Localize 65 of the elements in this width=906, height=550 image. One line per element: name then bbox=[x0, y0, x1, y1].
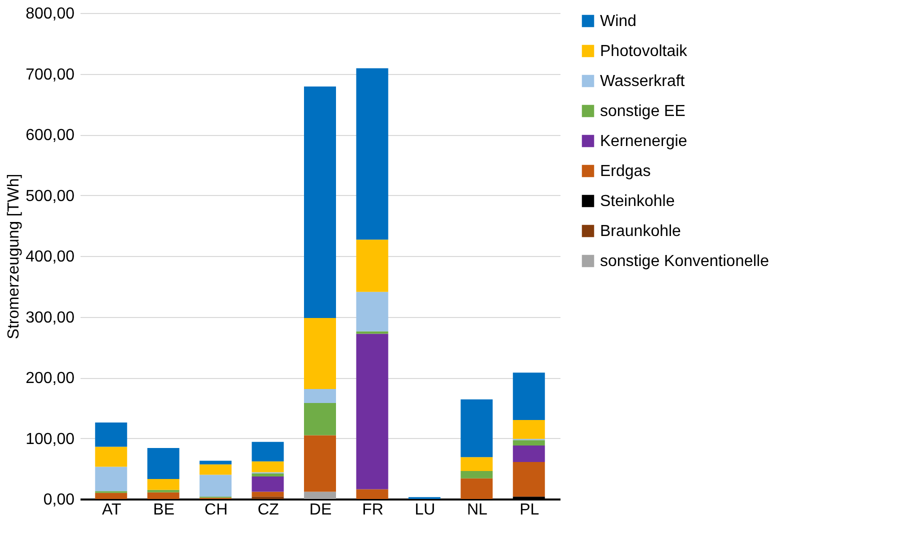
legend-label: Photovoltaik bbox=[600, 43, 688, 60]
y-tick-label: 500,00 bbox=[26, 188, 75, 205]
bar bbox=[200, 460, 232, 464]
bar bbox=[95, 492, 128, 499]
x-tick-label: AT bbox=[102, 502, 122, 518]
legend-label: sonstige Konventionelle bbox=[600, 253, 770, 270]
bar bbox=[356, 334, 388, 490]
bar bbox=[356, 292, 388, 332]
bar bbox=[95, 422, 128, 447]
legend-label: Kernenergie bbox=[600, 133, 688, 150]
bar bbox=[512, 372, 545, 420]
bar bbox=[252, 492, 284, 497]
bar bbox=[252, 442, 284, 462]
bar bbox=[304, 86, 336, 318]
bar bbox=[512, 420, 545, 439]
bar bbox=[460, 399, 493, 458]
legend-label: Steinkohle bbox=[600, 193, 675, 210]
x-tick-label: BE bbox=[153, 502, 175, 518]
y-tick-label: 100,00 bbox=[26, 430, 75, 448]
x-tick-label: DE bbox=[309, 502, 332, 518]
legend-label: sonstige EE bbox=[600, 103, 686, 120]
bar bbox=[304, 435, 336, 492]
bar bbox=[95, 446, 128, 467]
bar bbox=[95, 466, 128, 492]
bar bbox=[304, 492, 336, 499]
bar bbox=[304, 318, 336, 390]
x-tick-label: CH bbox=[204, 502, 228, 518]
x-tick-label: PL bbox=[520, 502, 540, 518]
bar bbox=[147, 478, 180, 490]
bar bbox=[200, 474, 232, 497]
y-tick-label: 0,00 bbox=[43, 492, 75, 508]
x-tick-label: LU bbox=[414, 502, 436, 518]
x-tick-label: CZ bbox=[258, 502, 280, 518]
bar bbox=[356, 240, 388, 292]
bar bbox=[460, 478, 493, 499]
bar bbox=[356, 489, 388, 499]
bar bbox=[304, 403, 336, 436]
bar bbox=[460, 471, 493, 478]
bar bbox=[200, 464, 232, 475]
bar bbox=[356, 68, 388, 240]
bar bbox=[147, 448, 180, 479]
bar bbox=[147, 490, 180, 492]
y-axis-title: Stromerzeugung [TWh] bbox=[6, 174, 23, 340]
x-tick-label: NL bbox=[466, 502, 488, 518]
bar bbox=[512, 446, 545, 462]
y-tick-label: 300,00 bbox=[26, 309, 75, 326]
bar bbox=[356, 331, 388, 334]
legend-label: Wind bbox=[600, 13, 636, 30]
bar bbox=[304, 389, 336, 404]
bar bbox=[460, 457, 493, 472]
y-tick-label: 400,00 bbox=[26, 248, 75, 266]
bar bbox=[252, 476, 284, 492]
bar bbox=[512, 462, 545, 497]
bar bbox=[252, 473, 284, 477]
legend-label: Wasserkraft bbox=[600, 73, 686, 90]
y-tick-label: 600,00 bbox=[26, 127, 75, 144]
x-tick-label: FR bbox=[362, 502, 384, 518]
y-tick-label: 800,00 bbox=[26, 6, 75, 22]
bar bbox=[147, 492, 180, 499]
bar bbox=[512, 440, 545, 446]
y-tick-label: 200,00 bbox=[26, 370, 75, 387]
y-tick-label: 700,00 bbox=[26, 66, 75, 84]
bar bbox=[252, 461, 284, 472]
legend-label: Erdgas bbox=[600, 163, 651, 180]
legend-label: Braunkohle bbox=[600, 223, 682, 240]
